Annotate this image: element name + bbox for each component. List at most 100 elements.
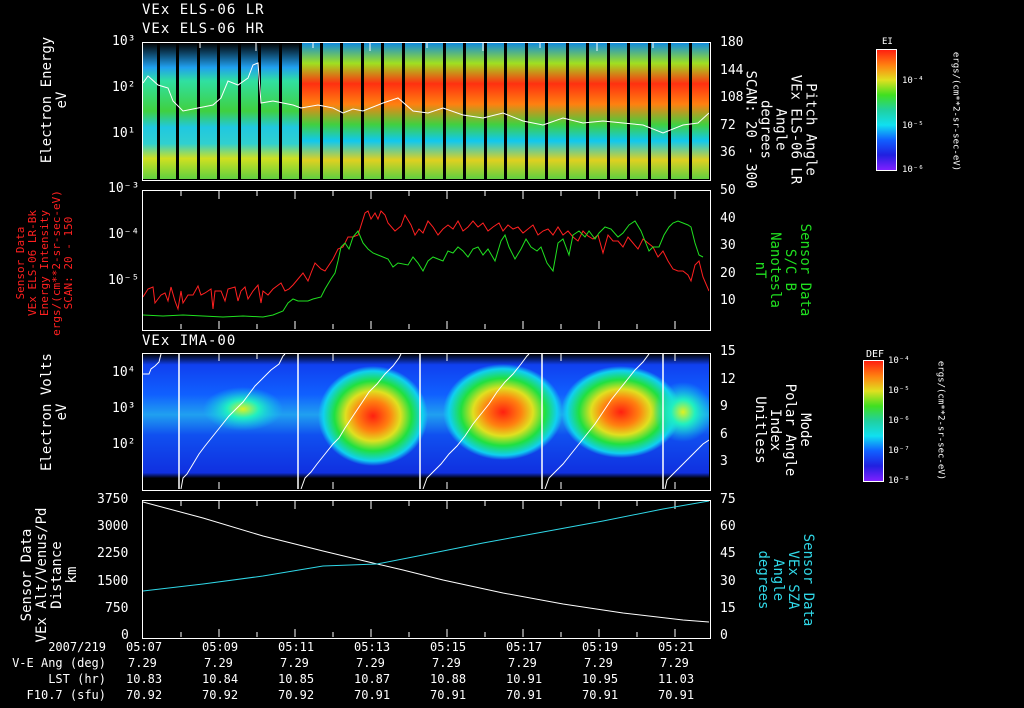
p4-left-tick-2250: 2250 xyxy=(97,546,129,561)
p3-colorbar-tick-3: 10⁻⁶ xyxy=(888,416,910,426)
p3-right-tick-12: 12 xyxy=(720,372,736,387)
panel1-title-lr: VEx ELS-06 LR xyxy=(142,2,265,18)
ve-ang-value: 7.29 xyxy=(204,656,233,670)
p4-right-tick-45: 45 xyxy=(720,546,736,561)
time-label: 05:07 xyxy=(126,640,163,654)
p2-left-axis-label: Sensor Data VEx ELS-06 LR-Bk Energy Inte… xyxy=(14,190,75,336)
time-label: 05:11 xyxy=(278,640,315,654)
footer-row-label-lst: LST (hr) xyxy=(48,672,106,686)
panel2-line-graphic xyxy=(143,191,709,329)
footer-row-label-ve-ang: V-E Ang (deg) xyxy=(12,656,106,670)
lst-value: 10.91 xyxy=(506,672,543,686)
p1-colorbar xyxy=(876,49,897,171)
p4-right-tick-0: 0 xyxy=(720,628,728,643)
ve-ang-value: 7.29 xyxy=(128,656,157,670)
p1-colorbar-units: ergs/(cm**2-sr-sec-eV) xyxy=(950,51,961,172)
p4-right-tick-15: 15 xyxy=(720,601,736,616)
panel1-title-hr: VEx ELS-06 HR xyxy=(142,21,265,37)
lst-value: 10.88 xyxy=(430,672,467,686)
ve-ang-value: 7.29 xyxy=(432,656,461,670)
p1-colorbar-title: EI xyxy=(882,37,893,47)
ve-ang-value: 7.29 xyxy=(280,656,309,670)
panel4-line-graphic xyxy=(143,501,709,637)
p3-colorbar-tick-5: 10⁻⁸ xyxy=(888,476,910,486)
p1-right-tick-144: 144 xyxy=(720,63,744,78)
f107-value: 70.91 xyxy=(658,688,695,702)
p4-right-tick-30: 30 xyxy=(720,574,736,589)
p1-right-tick-36: 36 xyxy=(720,145,736,160)
footer-row-label-f107: F10.7 (sfu) xyxy=(26,688,106,702)
panel3-heatmap-graphic xyxy=(143,354,709,489)
p1-left-tick-1000: 10³ xyxy=(112,34,136,49)
time-label: 05:17 xyxy=(506,640,543,654)
lst-value: 10.83 xyxy=(126,672,163,686)
f107-value: 70.92 xyxy=(202,688,239,702)
p1-right-tick-72: 72 xyxy=(720,118,736,133)
p2-right-tick-20: 20 xyxy=(720,266,736,281)
lst-value: 10.87 xyxy=(354,672,391,686)
p1-colorbar-tick-1: 10⁻⁴ xyxy=(902,76,924,86)
lst-value: 10.95 xyxy=(582,672,619,686)
p3-colorbar-tick-1: 10⁻⁴ xyxy=(888,356,910,366)
p4-left-axis-label: Sensor Data VEx Alt/Venus/Pd Distance km xyxy=(19,507,80,643)
p1-right-axis-label: Pitch Angle VEx ELS-06 LR Angle degrees … xyxy=(742,70,819,189)
p3-colorbar-units: ergs/(cm**2-sr-sec-eV) xyxy=(935,360,946,481)
p2-right-tick-10: 10 xyxy=(720,293,736,308)
p1-right-tick-180: 180 xyxy=(720,35,744,50)
p2-right-tick-30: 30 xyxy=(720,238,736,253)
f107-value: 70.91 xyxy=(506,688,543,702)
p4-left-tick-3000: 3000 xyxy=(97,519,129,534)
p3-left-tick-1e3: 10³ xyxy=(112,401,136,416)
p1-right-tick-108: 108 xyxy=(720,90,744,105)
f107-value: 70.91 xyxy=(430,688,467,702)
p3-left-axis-label: Electron Volts eV xyxy=(39,353,70,472)
panel1-heatmap-graphic xyxy=(143,43,709,179)
panel3-title: VEx IMA-00 xyxy=(142,333,237,349)
p1-colorbar-tick-2: 10⁻⁵ xyxy=(902,121,924,131)
panel1-spectrogram xyxy=(142,42,711,181)
p3-right-tick-9: 9 xyxy=(720,399,728,414)
p3-right-tick-6: 6 xyxy=(720,427,728,442)
p4-left-tick-0: 0 xyxy=(121,628,129,643)
time-label: 05:19 xyxy=(582,640,619,654)
p4-left-tick-750: 750 xyxy=(105,601,129,616)
p4-left-tick-1500: 1500 xyxy=(97,574,129,589)
ve-ang-value: 7.29 xyxy=(584,656,613,670)
p3-right-axis-label: Mode Polar Angle Index Unitless xyxy=(752,383,813,477)
p3-colorbar-title: DEF xyxy=(866,349,885,360)
p3-left-tick-1e4: 10⁴ xyxy=(112,365,136,380)
footer-row-label-date: 2007/219 xyxy=(48,640,106,654)
lst-value: 10.84 xyxy=(202,672,239,686)
p2-right-tick-40: 40 xyxy=(720,211,736,226)
ve-ang-value: 7.29 xyxy=(356,656,385,670)
p3-right-tick-15: 15 xyxy=(720,344,736,359)
p2-left-tick-1e-5: 10⁻⁵ xyxy=(108,273,140,288)
p1-colorbar-tick-3: 10⁻⁶ xyxy=(902,165,924,175)
p3-right-tick-3: 3 xyxy=(720,454,728,469)
p1-left-tick-100: 10² xyxy=(112,80,136,95)
p3-colorbar-tick-2: 10⁻⁵ xyxy=(888,386,910,396)
f107-value: 70.92 xyxy=(126,688,163,702)
ve-ang-value: 7.29 xyxy=(660,656,689,670)
p3-left-tick-1e2: 10² xyxy=(112,437,136,452)
p2-right-tick-50: 50 xyxy=(720,183,736,198)
p4-right-tick-60: 60 xyxy=(720,519,736,534)
time-label: 05:15 xyxy=(430,640,467,654)
ve-ang-value: 7.29 xyxy=(508,656,537,670)
lst-value: 10.85 xyxy=(278,672,315,686)
p1-left-axis-label: Electron Energy eV xyxy=(39,36,70,164)
time-label: 05:09 xyxy=(202,640,239,654)
time-label: 05:21 xyxy=(658,640,695,654)
p4-right-axis-label: Sensor Data VEx SZA Angle degrees xyxy=(755,533,816,627)
p4-left-tick-3750: 3750 xyxy=(97,492,129,507)
p3-colorbar xyxy=(863,360,884,482)
f107-value: 70.91 xyxy=(582,688,619,702)
p4-right-tick-75: 75 xyxy=(720,492,736,507)
panel2-lineplot xyxy=(142,190,711,331)
panel3-spectrogram xyxy=(142,353,711,491)
panel4-lineplot xyxy=(142,500,711,639)
p2-left-tick-1e-3: 10⁻³ xyxy=(108,181,140,196)
p3-colorbar-tick-4: 10⁻⁷ xyxy=(888,446,910,456)
p2-right-axis-label: Sensor Data S/C B Nanotesla nT xyxy=(752,223,813,317)
f107-value: 70.91 xyxy=(354,688,391,702)
